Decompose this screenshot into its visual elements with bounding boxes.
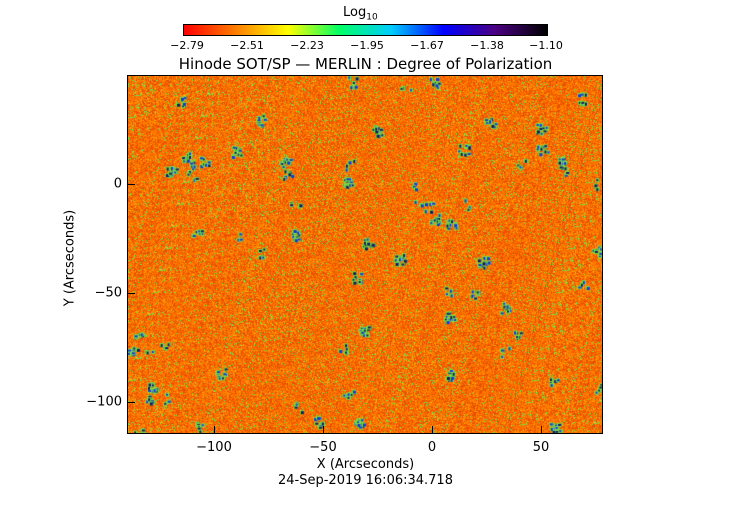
colorbar-tick-label: −2.23 (290, 39, 324, 52)
colorbar-ticks: −2.79 −2.51 −2.23 −1.95 −1.67 −1.38 −1.1… (0, 39, 731, 53)
colorbar-tick-label: −2.51 (230, 39, 264, 52)
timestamp: 24-Sep-2019 16:06:34.718 (278, 473, 453, 488)
colorbar-tick-label: −1.95 (350, 39, 384, 52)
polarization-map-image (128, 76, 602, 433)
plot-title: Hinode SOT/SP — MERLIN : Degree of Polar… (178, 55, 553, 73)
y-tick-label: −50 (94, 285, 122, 301)
colorbar-tick-label: −1.38 (470, 39, 504, 52)
x-axis-label: X (Arcseconds) (316, 457, 415, 472)
x-tick-label: 0 (427, 440, 437, 455)
colorbar (183, 24, 548, 36)
colorbar-scale-label: Log10 (343, 5, 378, 23)
y-tick (127, 184, 135, 185)
y-tick-label: 0 (113, 176, 122, 192)
colorbar-tick-label: −1.10 (529, 39, 563, 52)
x-tick (214, 426, 215, 434)
x-tick-label: −100 (196, 440, 232, 455)
x-tick (432, 426, 433, 434)
y-tick (127, 402, 135, 403)
y-tick-label: −100 (86, 394, 122, 410)
x-tick-label: 50 (532, 440, 550, 455)
colorbar-scale-subscript: 10 (366, 12, 378, 23)
y-tick (127, 293, 135, 294)
x-tick (323, 426, 324, 434)
x-tick (541, 426, 542, 434)
y-axis-label: Y (Arcseconds) (62, 209, 78, 307)
x-tick-label: −50 (309, 440, 337, 455)
colorbar-tick-label: −2.79 (170, 39, 204, 52)
colorbar-tick-label: −1.67 (410, 39, 444, 52)
polarization-map-frame (127, 75, 603, 434)
